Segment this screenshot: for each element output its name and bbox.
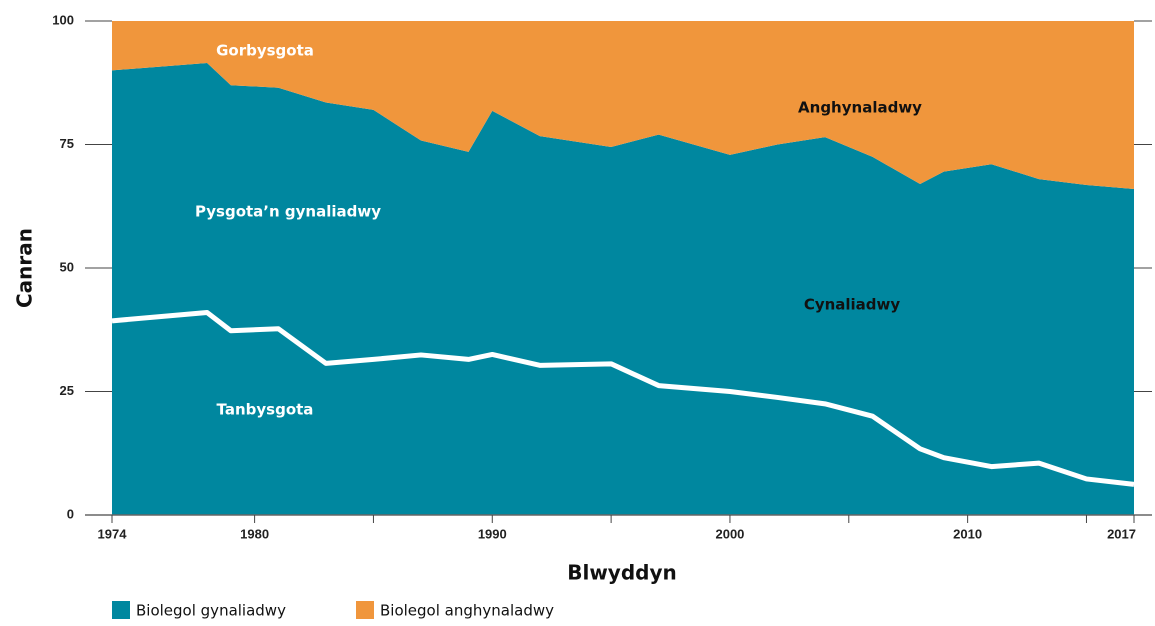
x-tick-label: 2017 — [1107, 526, 1136, 541]
x-tick-label: 2000 — [715, 526, 744, 541]
annotation: Pysgota’n gynaliadwy — [195, 203, 381, 221]
y-tick-label: 100 — [52, 12, 74, 27]
legend-swatch — [112, 601, 130, 619]
y-tick-label: 75 — [60, 136, 74, 151]
annotation: Gorbysgota — [216, 42, 314, 60]
area — [112, 21, 1134, 189]
annotation: Anghynaladwy — [798, 99, 922, 117]
area — [112, 62, 1134, 516]
x-axis-label: Blwyddyn — [567, 561, 677, 585]
x-tick-label: 1974 — [98, 526, 128, 541]
y-tick-label: 50 — [60, 259, 74, 274]
y-tick-label: 0 — [67, 506, 74, 521]
annotation: Tanbysgota — [217, 401, 314, 419]
legend-label: Biolegol gynaliadwy — [136, 602, 286, 620]
line — [111, 309, 1135, 487]
x-tick-label: 1990 — [478, 526, 507, 541]
x-tick-label: 1980 — [240, 526, 269, 541]
y-tick-label: 25 — [60, 383, 74, 398]
plot-area — [111, 21, 1135, 516]
legend-swatch — [356, 601, 374, 619]
x-tick-label: 2010 — [953, 526, 982, 541]
y-axis-label: Canran — [13, 228, 37, 308]
annotation: Cynaliadwy — [804, 296, 901, 314]
legend-label: Biolegol anghynaladwy — [380, 602, 554, 620]
